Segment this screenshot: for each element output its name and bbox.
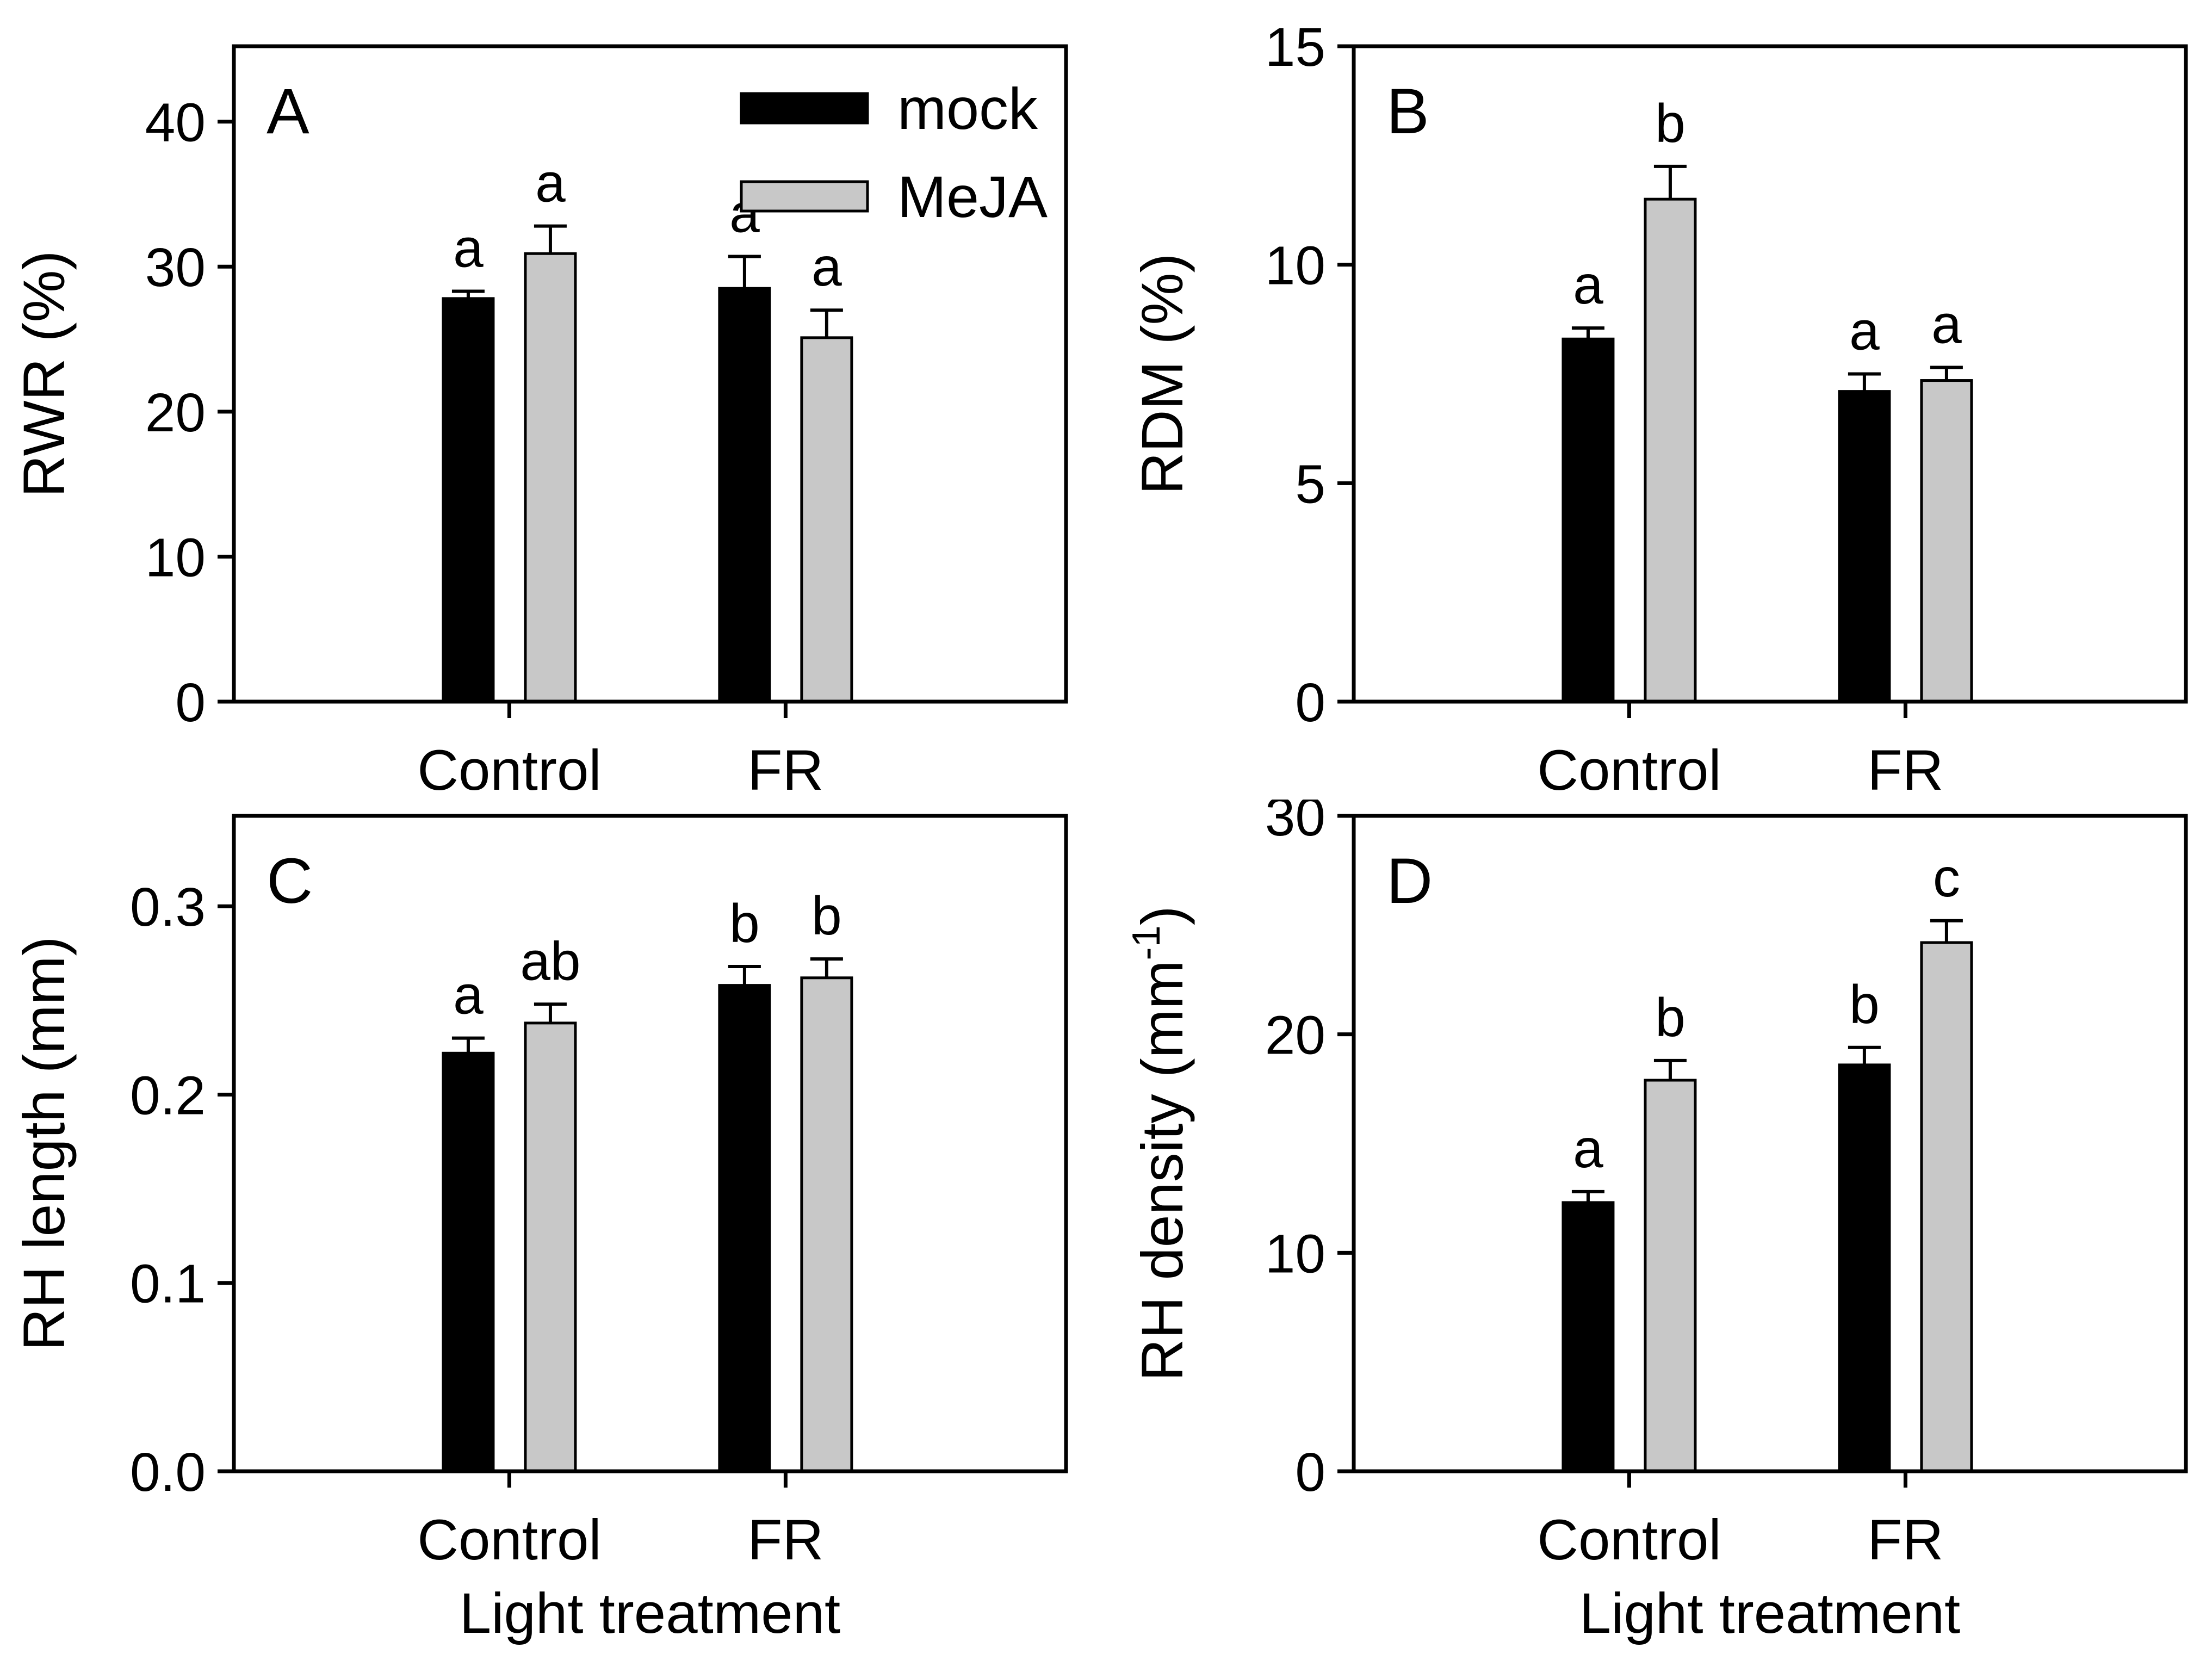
y-tick-label: 30 bbox=[1265, 800, 1325, 847]
y-tick-label: 0.2 bbox=[130, 1065, 206, 1126]
category-label-FR: FR bbox=[1867, 739, 1943, 800]
x-axis-title: Light treatment bbox=[460, 1582, 840, 1645]
sig-letter-B-FR-mock: a bbox=[1849, 301, 1880, 362]
sig-letter-D-FR-mock: b bbox=[1849, 974, 1880, 1035]
bar-A-Control-mock bbox=[442, 297, 495, 703]
legend-swatch-MeJA bbox=[740, 180, 869, 213]
bar-D-FR-mock bbox=[1838, 1063, 1891, 1473]
sig-letter-C-FR-mock: b bbox=[729, 893, 760, 954]
y-tick-label: 0 bbox=[175, 672, 206, 733]
bar-D-FR-MeJA bbox=[1920, 941, 1973, 1473]
sig-letter-A-Control-mock: a bbox=[453, 218, 484, 279]
y-tick-label: 30 bbox=[145, 237, 206, 298]
sig-letter-D-Control-mock: a bbox=[1573, 1118, 1603, 1179]
category-label-FR: FR bbox=[747, 1508, 823, 1572]
category-label-Control: Control bbox=[1537, 739, 1721, 800]
y-tick-label: 10 bbox=[1265, 236, 1325, 296]
category-label-Control: Control bbox=[417, 739, 601, 800]
bar-C-Control-mock bbox=[442, 1051, 495, 1473]
y-tick-label: 10 bbox=[145, 527, 206, 588]
y-tick-label: 0 bbox=[1295, 672, 1325, 733]
category-label-Control: Control bbox=[417, 1508, 601, 1572]
panel-D-chart: a b b c 0 10 20 30 Control FR RH density (mm-1) D Li… bbox=[1125, 786, 2188, 1645]
y-axis-title: RWR (%) bbox=[11, 251, 77, 498]
panel-D: a b b c 0 10 20 30 Control FR RH density (mm-1) D Li… bbox=[1106, 786, 2212, 1657]
panel-letter-A: A bbox=[267, 76, 309, 147]
panel-B: a a b a 0 5 10 15 Control FR RDM (%) B bbox=[1106, 0, 2212, 802]
bar-B-Control-mock bbox=[1562, 337, 1615, 703]
category-label-FR: FR bbox=[747, 739, 823, 800]
bar-B-Control-MeJA bbox=[1644, 197, 1697, 703]
y-axis-title: RH density (mm-1) bbox=[1125, 906, 1195, 1381]
sig-letter-A-Control-MeJA: a bbox=[535, 153, 566, 214]
y-tick-label: 0.0 bbox=[130, 1442, 206, 1503]
plot-frame bbox=[1352, 44, 2188, 704]
legend-label-mock: mock bbox=[897, 76, 1038, 141]
sig-letter-B-Control-mock: a bbox=[1573, 255, 1603, 315]
bar-D-Control-MeJA bbox=[1644, 1079, 1697, 1473]
x-axis-title: Light treatment bbox=[1579, 1582, 1960, 1645]
sig-letter-C-FR-MeJA: b bbox=[811, 885, 842, 946]
sig-letter-B-Control-MeJA: b bbox=[1655, 93, 1686, 154]
y-tick-label: 20 bbox=[1265, 1005, 1325, 1066]
y-axis-title: RH length (mm) bbox=[11, 936, 77, 1351]
y-axis-title: RDM (%) bbox=[1129, 253, 1195, 495]
y-tick-label: 40 bbox=[145, 92, 206, 153]
sig-letter-B-FR-MeJA: a bbox=[1931, 294, 1962, 355]
y-tick-label: 20 bbox=[145, 382, 206, 443]
bar-C-FR-mock bbox=[718, 984, 771, 1473]
y-tick-label: 0 bbox=[1295, 1442, 1325, 1503]
bar-C-Control-MeJA bbox=[524, 1021, 577, 1473]
y-tick-label: 5 bbox=[1295, 454, 1325, 515]
sig-letter-C-Control-mock: a bbox=[453, 965, 484, 1026]
bar-C-FR-MeJA bbox=[800, 976, 853, 1473]
bar-A-FR-mock bbox=[718, 287, 771, 703]
plot-frame bbox=[1352, 814, 2188, 1473]
panel-letter-D: D bbox=[1386, 845, 1433, 917]
category-label-FR: FR bbox=[1867, 1508, 1943, 1572]
bar-D-Control-mock bbox=[1562, 1201, 1615, 1473]
bar-B-FR-MeJA bbox=[1920, 379, 1973, 703]
bar-A-Control-MeJA bbox=[524, 252, 577, 703]
y-tick-label: 0.3 bbox=[130, 877, 206, 938]
panel-letter-C: C bbox=[267, 845, 313, 917]
sig-letter-D-FR-MeJA: c bbox=[1933, 847, 1960, 908]
sig-letter-C-Control-MeJA: ab bbox=[520, 931, 580, 992]
category-label-Control: Control bbox=[1537, 1508, 1721, 1572]
plot-frame bbox=[232, 814, 1068, 1473]
plot-frame bbox=[232, 44, 1068, 704]
y-tick-label: 0.1 bbox=[130, 1254, 206, 1315]
bar-B-FR-mock bbox=[1838, 390, 1891, 703]
y-tick-label: 10 bbox=[1265, 1223, 1325, 1284]
legend-label-MeJA: MeJA bbox=[897, 164, 1048, 230]
legend-swatch-mock bbox=[740, 92, 869, 125]
panel-letter-B: B bbox=[1386, 76, 1429, 147]
bar-A-FR-MeJA bbox=[800, 336, 853, 703]
sig-letter-D-Control-MeJA: b bbox=[1655, 987, 1686, 1048]
y-tick-label: 15 bbox=[1265, 17, 1325, 78]
panel-C: a b ab b 0.0 0.1 0.2 0.3 Control FR RH length (mm)… bbox=[0, 800, 1106, 1657]
sig-letter-A-FR-MeJA: a bbox=[811, 237, 842, 298]
